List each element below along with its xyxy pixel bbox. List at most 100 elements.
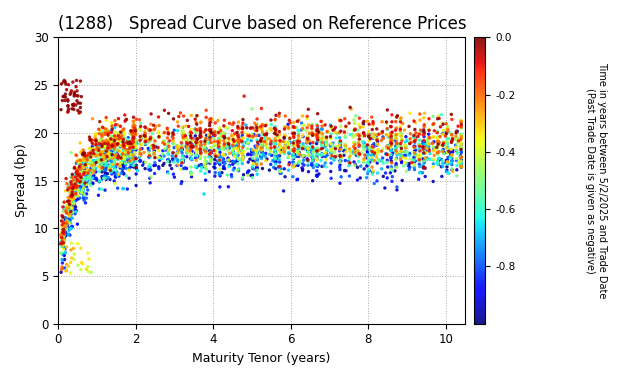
Point xyxy=(230,131,240,137)
Point xyxy=(119,158,129,164)
Point xyxy=(256,146,266,152)
Point xyxy=(61,249,71,255)
Point xyxy=(95,143,105,149)
Point xyxy=(410,153,420,159)
Point xyxy=(66,187,76,193)
Point xyxy=(209,140,219,146)
Point xyxy=(442,135,452,141)
Point xyxy=(117,169,127,175)
Point xyxy=(191,139,201,145)
Point xyxy=(288,140,298,146)
Point xyxy=(123,135,133,141)
Point xyxy=(159,141,169,147)
Point xyxy=(404,160,414,166)
Point xyxy=(97,176,107,182)
Point xyxy=(404,163,414,169)
Point xyxy=(67,189,77,195)
Point xyxy=(145,162,155,168)
Point xyxy=(360,152,370,158)
Point xyxy=(185,144,195,150)
Point xyxy=(66,184,76,190)
Point xyxy=(76,174,86,180)
Point xyxy=(368,150,378,156)
Point xyxy=(119,135,129,141)
Point xyxy=(447,116,457,122)
Point xyxy=(61,204,71,211)
Point xyxy=(456,149,466,155)
Point xyxy=(271,112,281,118)
Point xyxy=(72,152,82,158)
Point xyxy=(114,162,124,168)
Point xyxy=(401,142,410,149)
Point xyxy=(362,152,372,158)
Point xyxy=(219,159,229,165)
Point xyxy=(136,142,146,148)
Point xyxy=(89,161,99,167)
Point xyxy=(192,150,202,156)
Point xyxy=(64,231,74,238)
Point xyxy=(423,131,433,137)
Point xyxy=(74,164,84,170)
Point xyxy=(298,153,308,159)
Point xyxy=(313,137,323,143)
Point xyxy=(110,138,120,144)
Point xyxy=(275,143,285,149)
Point xyxy=(238,144,248,150)
Point xyxy=(209,143,219,149)
Point xyxy=(391,127,401,133)
Point xyxy=(312,130,322,136)
Point xyxy=(149,153,159,159)
Point xyxy=(191,152,201,158)
Point xyxy=(397,147,407,153)
Point xyxy=(107,171,117,177)
Point xyxy=(312,168,322,174)
Point xyxy=(302,140,312,146)
Point xyxy=(70,181,80,187)
Point xyxy=(396,145,406,151)
Point xyxy=(210,173,220,179)
Point xyxy=(66,240,76,246)
Point xyxy=(135,133,145,139)
Point xyxy=(248,165,258,171)
Point xyxy=(206,130,216,136)
Point xyxy=(145,154,155,160)
Point xyxy=(68,197,78,203)
Point xyxy=(79,195,89,201)
Point xyxy=(172,149,182,155)
Point xyxy=(66,260,76,266)
Point xyxy=(335,142,345,148)
Point xyxy=(120,152,130,158)
Point xyxy=(264,136,274,142)
Point xyxy=(385,134,395,140)
Point xyxy=(76,105,86,111)
Point xyxy=(363,155,373,161)
Point xyxy=(80,167,90,173)
Point xyxy=(59,234,69,240)
Point xyxy=(370,148,379,154)
Point xyxy=(210,142,220,149)
Point xyxy=(106,158,116,165)
Point xyxy=(219,146,229,152)
Point xyxy=(192,149,202,155)
Point xyxy=(288,174,298,180)
Point xyxy=(448,136,458,142)
Point xyxy=(336,128,346,134)
Point xyxy=(201,148,211,154)
Point xyxy=(330,154,340,160)
Point xyxy=(234,139,244,146)
Point xyxy=(86,180,95,186)
Point xyxy=(368,134,378,140)
Point xyxy=(94,138,104,144)
Point xyxy=(448,149,458,155)
Point xyxy=(256,153,266,159)
Point xyxy=(89,176,99,182)
Point xyxy=(270,143,280,149)
Point xyxy=(113,143,123,149)
Point xyxy=(57,266,67,272)
Point xyxy=(71,185,81,191)
Point xyxy=(179,113,188,119)
Point xyxy=(308,158,318,164)
Point xyxy=(104,138,113,144)
Point xyxy=(128,128,138,135)
Point xyxy=(110,180,120,187)
